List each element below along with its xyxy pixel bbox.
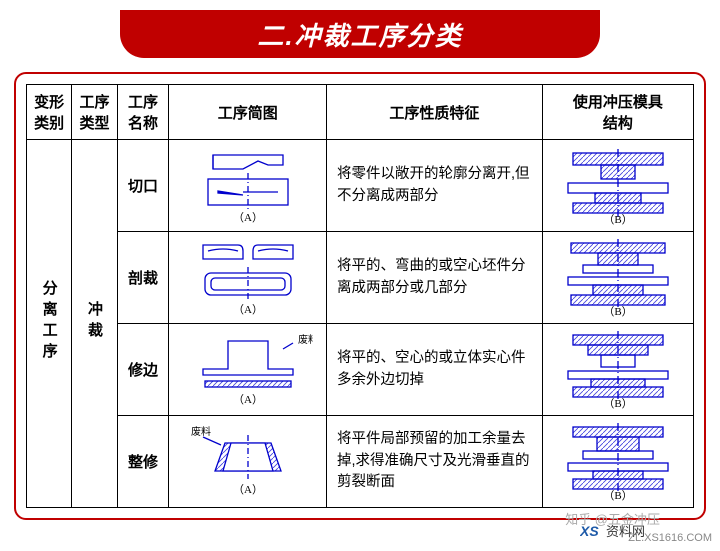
col-header-name: 工序 名称	[117, 85, 169, 140]
cell-desc-1: 将平的、弯曲的或空心坯件分离成两部分或几部分	[327, 232, 543, 324]
col-header-feature: 工序性质特征	[327, 85, 543, 140]
cell-diagram-b-1: （B）	[542, 232, 693, 324]
col-header-type: 工序 类型	[72, 85, 117, 140]
cell-diagram-a-0: （A）	[169, 140, 327, 232]
cell-diagram-b-0: （B）	[542, 140, 693, 232]
cell-desc-2: 将平的、空心的或立体实心件多余外边切掉	[327, 324, 543, 416]
die-svg-0: （B）	[553, 147, 683, 225]
table-header-row: 变形 类别 工序 类型 工序 名称 工序简图 工序性质特征 使用冲压模具 结构	[27, 85, 694, 140]
cell-desc-0: 将零件以敞开的轮廓分离开,但不分离成两部分	[327, 140, 543, 232]
diagram-svg-a-3: 废料 （A）	[183, 423, 313, 501]
cell-name-2: 修边	[117, 324, 169, 416]
svg-text:（A）: （A）	[233, 211, 263, 224]
table-row: 修边 废料 （A） 将平的、空心的或立体实心件多余外边切掉 （B）	[27, 324, 694, 416]
svg-text:废料: 废料	[191, 425, 211, 438]
svg-text:（B）: （B）	[603, 489, 632, 501]
content-frame: 变形 类别 工序 类型 工序 名称 工序简图 工序性质特征 使用冲压模具 结构 …	[14, 72, 706, 520]
cell-diagram-a-2: 废料 （A）	[169, 324, 327, 416]
svg-text:（B）: （B）	[603, 397, 632, 409]
cell-name-0: 切口	[117, 140, 169, 232]
col-header-category: 变形 类别	[27, 85, 72, 140]
cell-diagram-a-1: （A）	[169, 232, 327, 324]
diagram-svg-a-0: （A）	[183, 147, 313, 225]
svg-text:XS: XS	[580, 523, 599, 539]
die-svg-1: （B）	[553, 239, 683, 317]
table-row: 分离工序 冲裁 切口 （A） 将零件以敞开的轮廓分离开,但不分离成两部分 （B）	[27, 140, 694, 232]
cell-proc-type: 冲裁	[72, 140, 117, 508]
diagram-svg-a-2: 废料 （A）	[183, 331, 313, 409]
col-header-diagram: 工序简图	[169, 85, 327, 140]
svg-text:废料: 废料	[298, 333, 313, 346]
col-header-die: 使用冲压模具 结构	[542, 85, 693, 140]
process-table: 变形 类别 工序 类型 工序 名称 工序简图 工序性质特征 使用冲压模具 结构 …	[26, 84, 694, 508]
page-title: 二.冲裁工序分类	[257, 16, 462, 53]
svg-text:（A）: （A）	[233, 483, 263, 496]
svg-text:（B）: （B）	[603, 305, 632, 317]
svg-text:（B）: （B）	[603, 213, 632, 225]
svg-text:（A）: （A）	[233, 303, 263, 316]
table-row: 剖裁 （A） 将平的、弯曲的或空心坯件分离成两部分或几部分 （B）	[27, 232, 694, 324]
title-bar: 二.冲裁工序分类	[120, 10, 600, 58]
cell-name-1: 剖裁	[117, 232, 169, 324]
die-svg-2: （B）	[553, 331, 683, 409]
cell-category: 分离工序	[27, 140, 72, 508]
cell-desc-3: 将平件局部预留的加工余量去掉,求得准确尺寸及光滑垂直的剪裂断面	[327, 416, 543, 508]
cell-diagram-b-2: （B）	[542, 324, 693, 416]
table-row: 整修 废料 （A） 将平件局部预留的加工余量去掉,求得准确尺寸及光滑垂直的剪裂断…	[27, 416, 694, 508]
diagram-svg-a-1: （A）	[183, 239, 313, 317]
cell-diagram-a-3: 废料 （A）	[169, 416, 327, 508]
cell-name-3: 整修	[117, 416, 169, 508]
watermark-url: ZL.XS1616.COM	[628, 532, 712, 544]
svg-text:（A）: （A）	[233, 393, 263, 406]
cell-diagram-b-3: （B）	[542, 416, 693, 508]
die-svg-3: （B）	[553, 423, 683, 501]
